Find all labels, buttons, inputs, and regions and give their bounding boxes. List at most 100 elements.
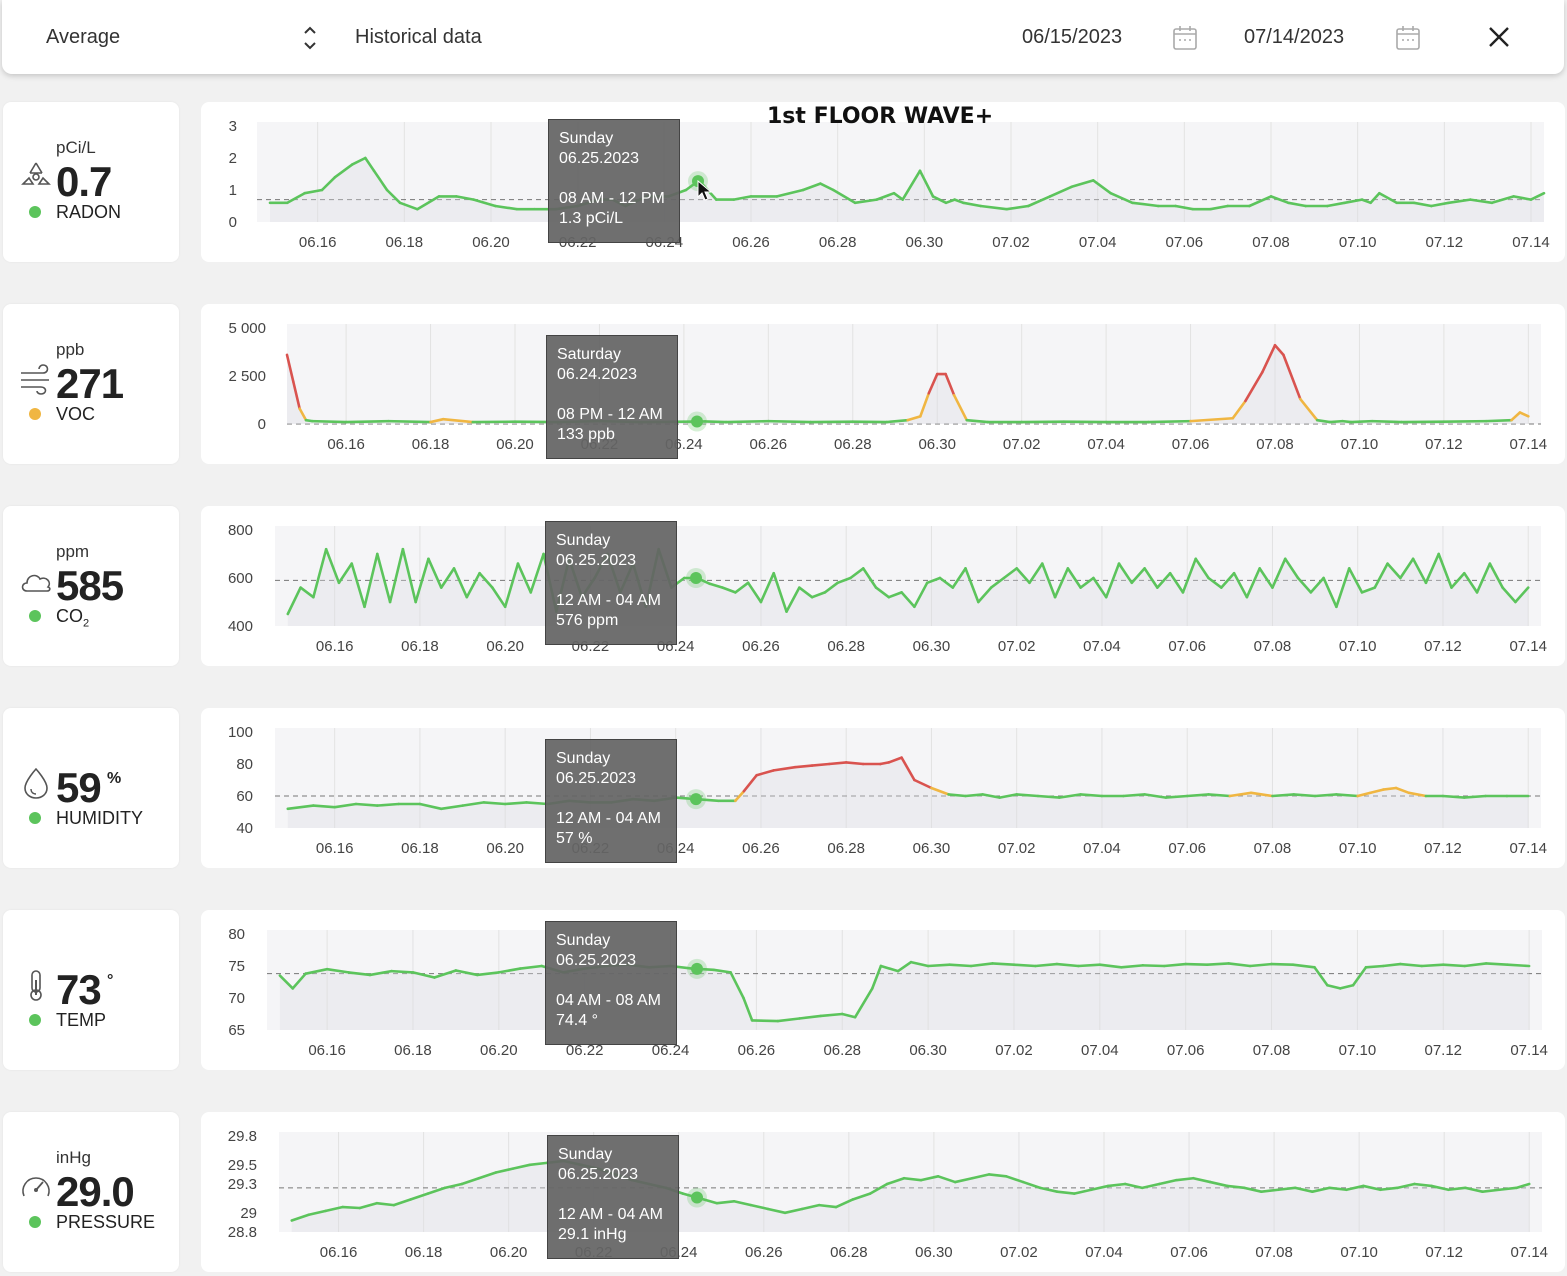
x-tick-label: 07.02 <box>995 1042 1033 1059</box>
series-line-segment <box>1396 1182 1416 1190</box>
series-line-segment <box>1228 791 1253 798</box>
line-chart-temp[interactable]: 06.16 06.18 06.20 06.22 06.24 06.26 06.28 06.30… <box>201 910 1565 1070</box>
tooltip-day: Saturday <box>557 346 622 363</box>
metric-card-voc[interactable]: ppb 271 VOC <box>3 304 179 464</box>
series-line-segment <box>1005 204 1030 211</box>
series-line-segment <box>1484 962 1509 967</box>
series-line-segment <box>1261 343 1277 374</box>
series-line-segment <box>1079 576 1095 589</box>
line-chart-voc[interactable]: 06.1606.1806.2006.2206.2406.2606.2806.30… <box>201 304 1565 464</box>
chevron-up-down-icon[interactable] <box>302 24 318 52</box>
series-line-segment <box>849 567 865 580</box>
series-line-segment <box>1294 1186 1314 1193</box>
series-line-segment <box>1109 191 1134 205</box>
hover-point[interactable] <box>691 1191 703 1204</box>
series-line-segment <box>1143 567 1159 589</box>
series-line-segment <box>853 198 878 205</box>
series-line-segment <box>925 576 942 585</box>
series-line-segment <box>1209 1180 1229 1188</box>
series-line-segment <box>1164 794 1189 799</box>
series-line-segment <box>724 419 770 424</box>
series-line-segment <box>783 1207 804 1215</box>
series-line-segment <box>1373 562 1389 589</box>
series-line-segment <box>516 562 533 594</box>
x-tick-label: 06.28 <box>827 638 865 655</box>
series-line-segment <box>969 962 994 968</box>
series-line-segment <box>429 417 445 424</box>
series-line-segment <box>1413 1182 1433 1188</box>
chart-panel-voc[interactable]: 06.1606.1806.2006.2206.2406.2606.2806.30… <box>201 304 1565 464</box>
tooltip-reading: 1.3 pCi/L <box>559 210 624 227</box>
chart-panel-humidity[interactable]: 06.1606.1806.2006.2206.2406.2606.2806.30… <box>201 708 1565 868</box>
tooltip-date: 06.24.2023 <box>557 366 638 383</box>
chart-panel-pressure[interactable]: 06.1606.1806.2006.2206.2406.2606.2806.30… <box>201 1112 1565 1272</box>
series-line-segment <box>887 756 903 764</box>
series-line-segment <box>528 1161 549 1167</box>
metric-card-temp[interactable]: 73 ° TEMP <box>3 910 179 1070</box>
y-tick-label: 40 <box>236 820 253 837</box>
y-tick-label: 800 <box>228 522 253 539</box>
series-line-segment <box>299 586 315 599</box>
series-line-segment <box>409 1192 430 1201</box>
series-line-segment <box>878 761 891 766</box>
series-line-segment <box>494 1167 515 1174</box>
chart-tooltip: Sunday 06.25.2023 12 AM - 04 AM 576 ppm <box>545 521 677 645</box>
hover-point[interactable] <box>690 793 702 806</box>
metric-card-pressure[interactable]: inHg 29.0 PRESSURE <box>3 1112 179 1272</box>
metric-card-co2[interactable]: ppm 585 CO2 <box>3 506 179 666</box>
series-line-segment <box>1442 419 1488 423</box>
series-line-segment <box>834 1198 855 1209</box>
series-line-segment <box>333 802 358 809</box>
series-line-segment <box>964 793 984 798</box>
series-line-segment <box>766 1207 787 1215</box>
series-line-segment <box>772 765 797 772</box>
series-line-segment <box>1338 983 1355 990</box>
series-line-segment <box>919 1175 940 1182</box>
line-chart-pressure[interactable]: 06.1606.1806.2006.2206.2406.2606.2806.30… <box>201 1112 1565 1272</box>
x-tick-label: 06.16 <box>308 1042 346 1059</box>
series-line-segment <box>1260 1188 1280 1193</box>
calendar-icon[interactable] <box>1172 24 1198 52</box>
hover-point[interactable] <box>691 962 703 975</box>
y-tick-label: 29.8 <box>228 1128 257 1145</box>
series-line-segment <box>989 576 1006 589</box>
chart-panel-co2[interactable]: 06.16 06.18 06.20 06.22 06.24 06.26 06.28 06.30… <box>201 506 1565 666</box>
x-tick-label: 07.02 <box>992 234 1030 251</box>
y-tick-label: 5 000 <box>228 320 266 337</box>
tooltip-time-range: 12 AM - 04 AM <box>556 810 661 827</box>
series-line-segment <box>734 789 746 803</box>
chart-panel-radon[interactable]: 06.1606.1806.2006.2206.2406.2606.2806.30… <box>201 102 1565 262</box>
tooltip-day: Sunday <box>556 750 611 767</box>
y-tick-label: 100 <box>228 724 253 741</box>
tooltip-reading: 576 ppm <box>556 612 619 629</box>
x-tick-label: 06.18 <box>401 638 439 655</box>
series-line-segment <box>1420 963 1445 968</box>
series-line-segment <box>750 1019 780 1023</box>
series-line-segment <box>1430 1184 1450 1192</box>
hover-point[interactable] <box>690 572 702 584</box>
end-date-input[interactable]: 07/14/2023 <box>1244 26 1345 48</box>
line-chart-humidity[interactable]: 06.1606.1806.2006.2206.2406.2606.2806.30… <box>201 708 1565 868</box>
metric-label: CO2 <box>56 606 90 630</box>
series-line-segment <box>292 380 301 410</box>
hover-point[interactable] <box>691 415 703 428</box>
aggregation-select[interactable]: Average <box>46 26 121 48</box>
metric-card-humidity[interactable]: 59% HUMIDITY <box>3 708 179 868</box>
series-line-segment <box>1464 1186 1484 1193</box>
series-line-segment <box>1394 786 1411 795</box>
tooltip-time-range: 04 AM - 08 AM <box>556 992 661 1009</box>
close-icon[interactable] <box>1486 24 1512 50</box>
plot-background <box>275 526 1541 626</box>
series-line-segment <box>1034 962 1059 968</box>
line-chart-co2[interactable]: 06.16 06.18 06.20 06.22 06.24 06.26 06.28 06.30… <box>201 506 1565 666</box>
series-line-segment <box>1269 195 1290 205</box>
metric-card-radon[interactable]: pCi/L 0.7 RADON <box>3 102 179 262</box>
start-date-input[interactable]: 06/15/2023 <box>1022 26 1123 48</box>
chart-panel-temp[interactable]: 06.16 06.18 06.20 06.22 06.24 06.26 06.28 06.30… <box>201 910 1565 1070</box>
series-line-segment <box>703 420 728 424</box>
x-tick-label: 07.14 <box>1512 234 1550 251</box>
series-line-segment <box>1481 1188 1501 1193</box>
calendar-icon[interactable] <box>1395 24 1421 52</box>
series-line-segment <box>350 562 366 609</box>
series-line-segment <box>1055 1190 1076 1195</box>
